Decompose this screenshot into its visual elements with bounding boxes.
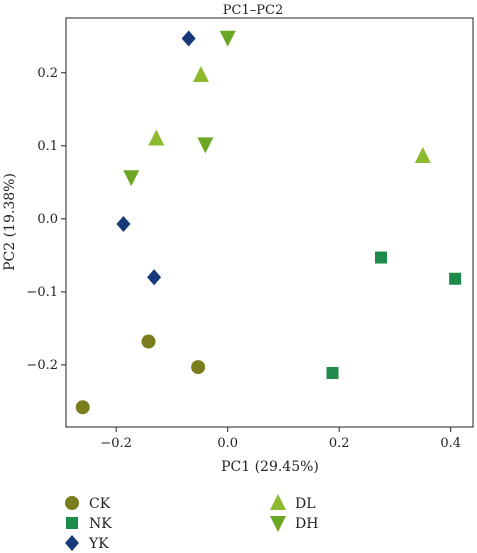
y-tick-label: 0.2 [37, 66, 58, 81]
legend-marker-nk [66, 517, 78, 529]
plot-frame [65, 17, 474, 428]
data-point-ck [141, 334, 156, 349]
y-axis: −0.2 −0.1 0.0 0.1 0.2 [26, 66, 66, 373]
data-point-yk [181, 30, 196, 47]
legend-label-dh: DH [295, 516, 318, 532]
y-tick-label: −0.1 [26, 285, 58, 300]
data-point-yk [147, 269, 162, 286]
data-point-dh [197, 137, 214, 154]
y-axis-title: PC2 (19.38%) [2, 173, 18, 271]
data-point-dl [148, 129, 165, 146]
chart-title: PC1–PC2 [223, 3, 283, 18]
data-point-dl [414, 147, 431, 164]
legend-label-yk: YK [88, 536, 109, 552]
legend-marker-ck [65, 496, 79, 510]
legend-label-dl: DL [295, 496, 316, 512]
legend-marker-dh [270, 516, 286, 532]
data-point-nk [375, 251, 388, 264]
x-axis: −0.2 0.0 0.2 0.4 [100, 427, 461, 451]
legend: CK NK YK DL DH [65, 494, 318, 552]
x-axis-title: PC1 (29.45%) [221, 459, 319, 475]
data-point-nk [449, 272, 462, 285]
data-point-dl [192, 65, 209, 82]
data-point-dh [123, 170, 140, 187]
x-tick-label: 0.2 [329, 436, 350, 451]
data-point-ck [75, 400, 90, 415]
data-points [75, 30, 462, 415]
x-tick-label: 0.0 [217, 436, 238, 451]
y-tick-label: −0.2 [26, 358, 58, 373]
data-point-yk [116, 215, 131, 232]
legend-marker-yk [65, 535, 79, 551]
x-tick-label: −0.2 [100, 436, 132, 451]
data-point-dh [219, 30, 236, 47]
y-tick-label: 0.1 [37, 139, 58, 154]
legend-marker-dl [270, 494, 286, 510]
y-tick-label: 0.0 [37, 212, 58, 227]
data-point-ck [191, 360, 206, 375]
legend-label-ck: CK [89, 496, 111, 512]
data-point-nk [326, 366, 339, 379]
x-tick-label: 0.4 [440, 436, 461, 451]
legend-label-nk: NK [89, 516, 112, 532]
